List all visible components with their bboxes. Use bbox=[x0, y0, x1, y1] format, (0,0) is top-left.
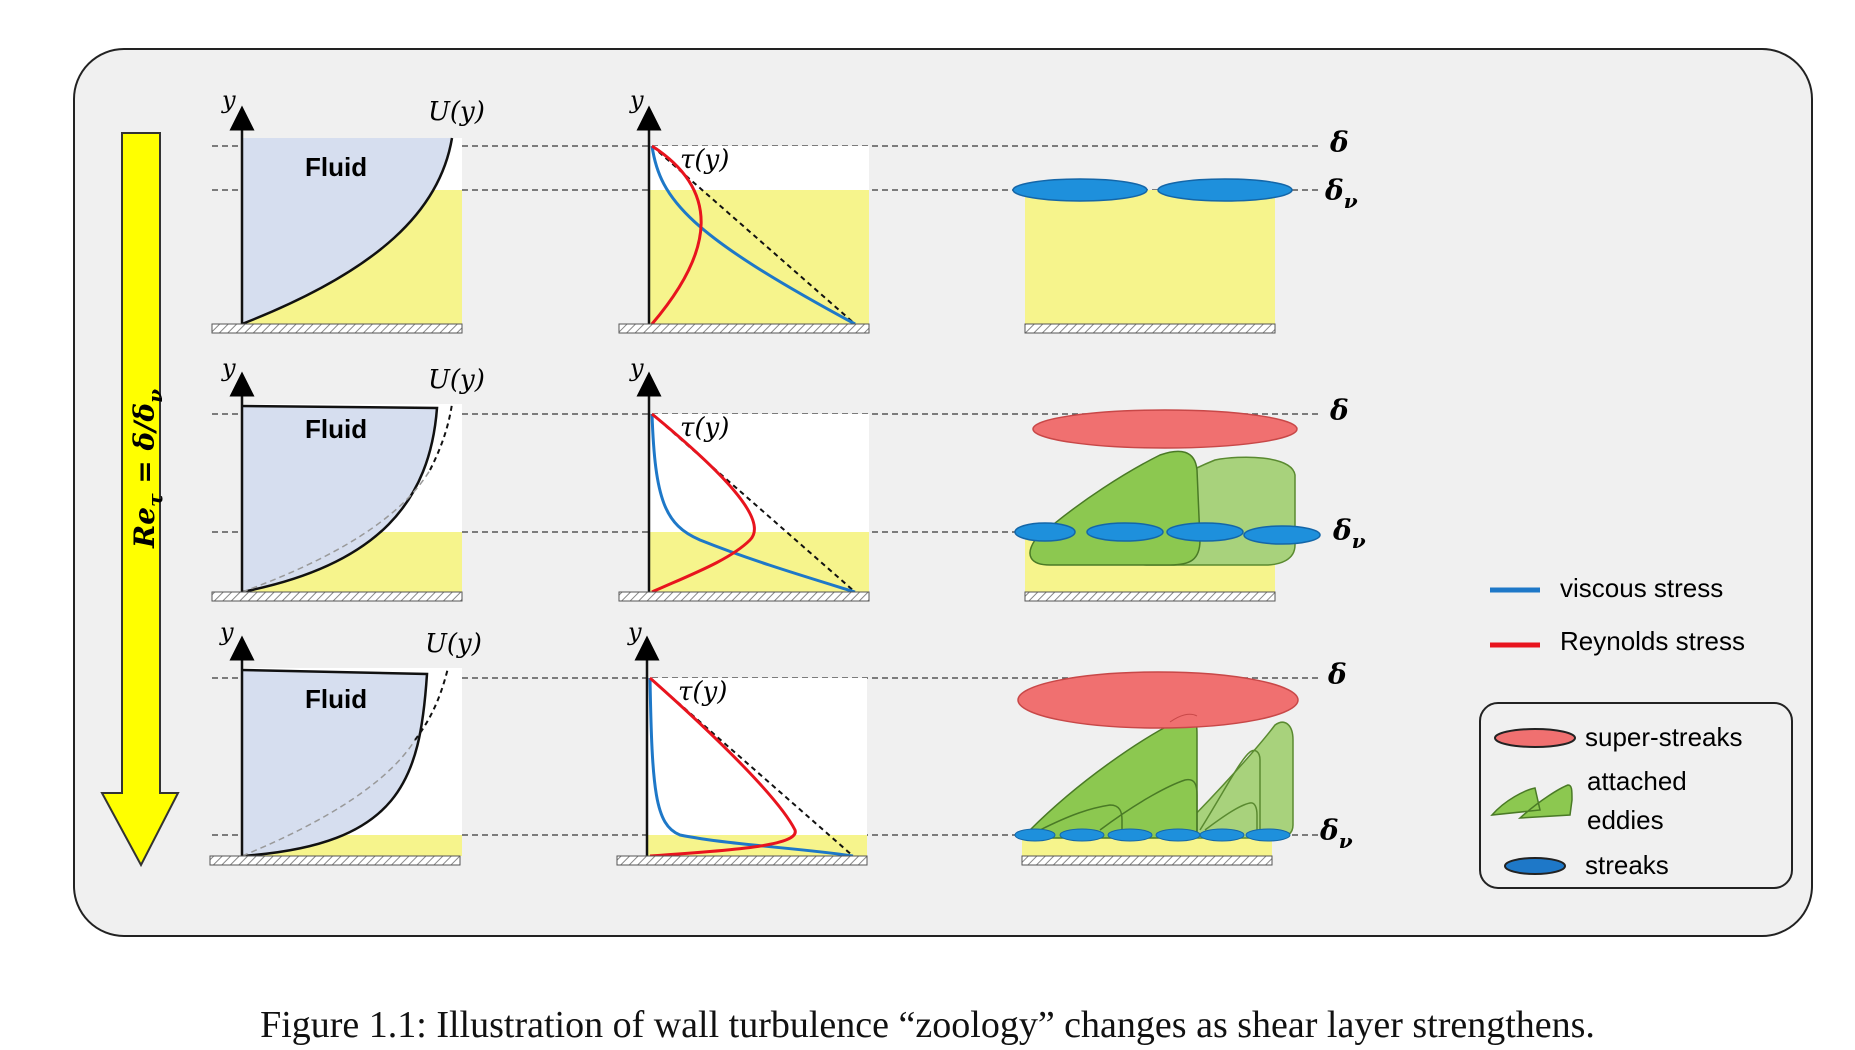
super-streak-shape bbox=[1017, 671, 1299, 729]
velocity-profile-panel: y U(y) Fluid bbox=[211, 86, 485, 334]
row-2: y U(y) Fluid y τ(y) δ δν bbox=[211, 354, 1366, 602]
y-axis-label: y bbox=[221, 354, 236, 382]
streak-shape bbox=[1059, 828, 1105, 842]
tau-of-y-label: τ(y) bbox=[678, 677, 727, 707]
y-axis-label: y bbox=[627, 618, 642, 646]
streak-shape bbox=[1166, 522, 1244, 542]
attached-eddies-swatch bbox=[1490, 784, 1573, 819]
row-3: y U(y) Fluid y τ(y) bbox=[209, 618, 1353, 866]
streak-shape bbox=[1107, 828, 1153, 842]
attached-eddy-shape bbox=[1199, 749, 1261, 835]
delta-label: δ bbox=[1329, 394, 1349, 427]
delta-label: δ bbox=[1327, 658, 1347, 691]
y-axis-label: y bbox=[219, 618, 234, 646]
velocity-profile-panel: y U(y) Fluid bbox=[211, 354, 485, 602]
streak-shape bbox=[1157, 178, 1293, 202]
figure-panel bbox=[73, 48, 1813, 937]
stress-profile-panel: y τ(y) bbox=[618, 86, 870, 334]
structures-panel bbox=[1014, 671, 1299, 866]
structure-legend-box bbox=[1479, 702, 1793, 889]
fluid-label: Fluid bbox=[305, 684, 367, 714]
streak-shape bbox=[1086, 522, 1164, 542]
arrow-label: Reτ = δ/δν bbox=[128, 389, 167, 549]
row-1: y U(y) Fluid y τ(y) δ δν bbox=[211, 86, 1358, 334]
super-streak-shape bbox=[1032, 409, 1298, 449]
super-streaks-label: super-streaks bbox=[1585, 722, 1743, 752]
attached-eddies-label-1: attached bbox=[1587, 766, 1687, 796]
delta-v-label: δν bbox=[1332, 514, 1366, 553]
line-legend: viscous stress Reynolds stress bbox=[1490, 573, 1745, 656]
structure-legend: super-streaks attached eddies streaks bbox=[1479, 702, 1793, 889]
streak-shape bbox=[1155, 828, 1201, 842]
delta-v-label: δν bbox=[1319, 814, 1353, 853]
u-of-y-label: U(y) bbox=[428, 365, 485, 395]
attached-eddy-shape bbox=[1039, 804, 1123, 835]
streak-shape bbox=[1245, 828, 1291, 842]
streaks-swatch bbox=[1504, 857, 1566, 875]
delta-v-label: δν bbox=[1324, 174, 1358, 213]
attached-eddies-label-2: eddies bbox=[1587, 805, 1664, 835]
super-streaks-swatch bbox=[1494, 728, 1576, 748]
figure-caption: Figure 1.1: Illustration of wall turbule… bbox=[260, 1004, 1595, 1046]
velocity-profile-panel: y U(y) Fluid bbox=[209, 618, 482, 866]
stress-profile-panel: y τ(y) bbox=[618, 354, 870, 602]
attached-eddy-shape bbox=[1204, 802, 1258, 835]
zoology-figure: Reτ = δ/δν y U(y) Fluid y bbox=[73, 48, 1813, 937]
fluid-label: Fluid bbox=[305, 414, 367, 444]
streaks-label: streaks bbox=[1585, 850, 1669, 880]
reynolds-number-arrow: Reτ = δ/δν bbox=[100, 132, 180, 868]
u-of-y-label: U(y) bbox=[425, 629, 482, 659]
streak-shape bbox=[1014, 828, 1056, 842]
tau-of-y-label: τ(y) bbox=[680, 413, 729, 443]
streak-shape bbox=[1199, 828, 1245, 842]
tau-of-y-label: τ(y) bbox=[680, 145, 729, 175]
streak-shape bbox=[1243, 525, 1321, 545]
streak-shape bbox=[1012, 178, 1148, 202]
streak-shape bbox=[1014, 522, 1076, 542]
attached-eddy-shape bbox=[1099, 778, 1198, 835]
reynolds-stress-label: Reynolds stress bbox=[1560, 626, 1745, 656]
viscous-stress-label: viscous stress bbox=[1560, 573, 1723, 603]
delta-label: δ bbox=[1329, 126, 1349, 159]
structures-panel bbox=[1012, 178, 1293, 334]
y-axis-label: y bbox=[221, 86, 236, 114]
fluid-label: Fluid bbox=[305, 152, 367, 182]
u-of-y-label: U(y) bbox=[428, 97, 485, 127]
stress-profile-panel: y τ(y) bbox=[616, 618, 868, 866]
y-axis-label: y bbox=[629, 86, 644, 114]
y-axis-label: y bbox=[629, 354, 644, 382]
structures-panel bbox=[1014, 409, 1321, 602]
